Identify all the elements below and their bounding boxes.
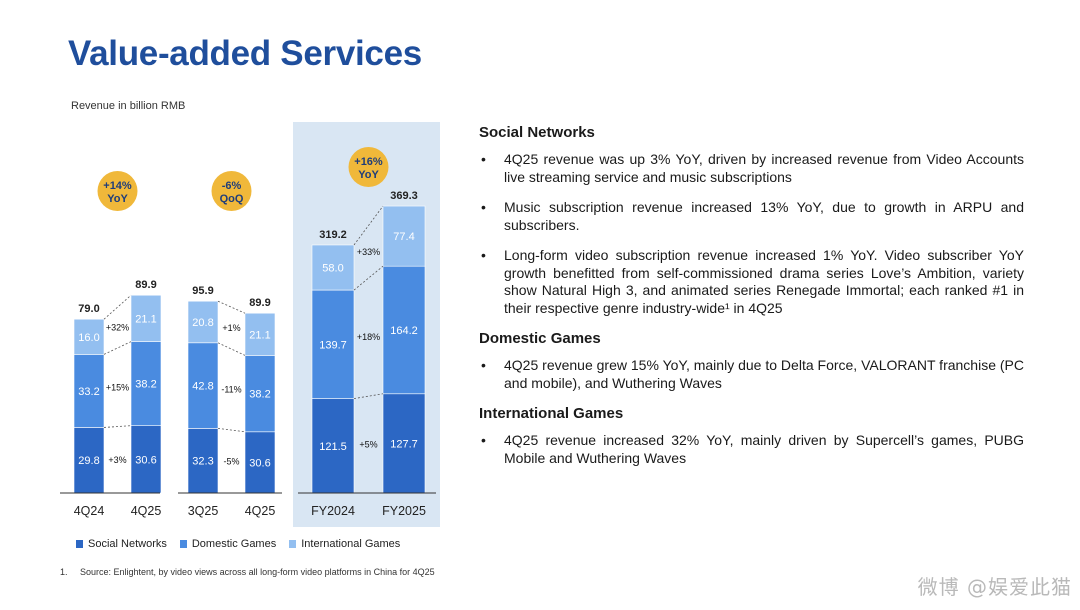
change-label: +15% <box>106 382 129 392</box>
change-label: +3% <box>108 455 126 465</box>
bullet-list-social-networks: 4Q25 revenue was up 3% YoY, driven by in… <box>479 151 1024 317</box>
change-label: -11% <box>221 385 241 395</box>
legend-label: Social Networks <box>88 538 167 550</box>
x-axis-tick-label: 3Q25 <box>188 504 219 518</box>
legend-swatch-international-games <box>289 540 297 548</box>
bar-segment-international-games <box>73 318 105 355</box>
bar-segment-international-games <box>382 205 426 267</box>
x-axis-tick-label: FY2024 <box>311 504 355 518</box>
bar-value-label: 29.8 <box>78 455 99 467</box>
bullet-list-international-games: 4Q25 revenue increased 32% YoY, mainly d… <box>479 432 1024 467</box>
connector-line <box>217 428 246 433</box>
x-axis-tick-label: 4Q25 <box>131 504 162 518</box>
section-title-social-networks: Social Networks <box>479 124 595 141</box>
bullet-item: Music subscription revenue increased 13%… <box>479 199 1024 234</box>
change-label: +33% <box>357 247 380 257</box>
bar-value-label: 30.6 <box>249 457 270 469</box>
x-axis-tick-label: 4Q25 <box>245 504 276 518</box>
revenue-chart: 29.8 33.2 16.0 79.0 4Q24 30.6 38.2 21.1 89.9 4Q25… <box>60 147 436 518</box>
change-label: +1% <box>222 323 240 333</box>
bar-value-label: 42.8 <box>192 381 213 393</box>
connector-line <box>217 300 246 314</box>
bar-value-label: 21.1 <box>135 313 156 325</box>
connector-line <box>353 265 384 291</box>
bar-segment-domestic-games <box>73 354 105 428</box>
growth-badge <box>211 171 252 211</box>
bar-segment-international-games <box>130 294 162 342</box>
bar-value-label: 38.2 <box>249 389 270 401</box>
bar-value-label: 38.2 <box>135 379 156 391</box>
bullet-item: 4Q25 revenue was up 3% YoY, driven by in… <box>479 151 1024 186</box>
growth-badge-value: -6% <box>222 180 242 192</box>
source-footnote: 1. Source: Enlightent, by video views acr… <box>60 567 435 577</box>
bar-segment-social-networks <box>244 431 276 494</box>
legend-swatch-domestic-games <box>179 540 187 548</box>
bar-segment-international-games <box>244 312 276 356</box>
bar-value-label: 20.8 <box>192 317 213 329</box>
bar-value-label: 16.0 <box>78 332 99 344</box>
commentary-panel: Social Networks 4Q25 revenue was up 3% Y… <box>479 124 1024 480</box>
x-axis-tick-label: 4Q24 <box>74 504 105 518</box>
connector-line <box>353 205 384 246</box>
legend-swatch-social-networks <box>76 540 83 548</box>
change-label: +5% <box>359 440 377 450</box>
bar-value-label: 127.7 <box>390 438 418 450</box>
bar-segment-international-games <box>187 300 219 344</box>
connector-line <box>217 342 246 356</box>
bar-total-label: 319.2 <box>319 229 347 241</box>
connector-line <box>103 294 132 320</box>
footnote-text: Source: Enlightent, by video views acros… <box>80 567 435 577</box>
chart-unit-label: Revenue in billion RMB <box>71 100 186 112</box>
bar-total-label: 369.3 <box>390 190 418 202</box>
bar-segment-international-games <box>311 244 355 291</box>
bullet-list-domestic-games: 4Q25 revenue grew 15% YoY, mainly due to… <box>479 357 1024 392</box>
bar-segment-domestic-games <box>244 355 276 433</box>
bullet-item: Long-form video subscription revenue inc… <box>479 247 1024 317</box>
bar-value-label: 139.7 <box>319 339 347 351</box>
legend-item-domestic-games: Domestic Games <box>179 538 277 550</box>
chart-legend: Social Networks Domestic Games Internati… <box>76 538 400 550</box>
bar-value-label: 30.6 <box>135 454 156 466</box>
bar-total-label: 95.9 <box>192 285 213 297</box>
bullet-item: 4Q25 revenue grew 15% YoY, mainly due to… <box>479 357 1024 392</box>
bar-value-label: 77.4 <box>393 231 414 243</box>
connector-line <box>103 341 132 355</box>
bar-value-label: 32.3 <box>192 456 213 468</box>
bar-value-label: 21.1 <box>249 329 270 341</box>
bar-segment-domestic-games <box>187 342 219 429</box>
watermark-text: 微博 @娱爱此猫 <box>917 575 1072 599</box>
section-title-domestic-games: Domestic Games <box>479 330 601 347</box>
change-label: +18% <box>357 332 380 342</box>
bar-value-label: 33.2 <box>78 386 99 398</box>
legend-item-social-networks: Social Networks <box>76 538 167 550</box>
growth-badge <box>97 171 138 211</box>
change-label: -5% <box>223 457 239 467</box>
growth-badge-unit: QoQ <box>220 193 244 205</box>
change-label: +32% <box>106 323 129 333</box>
growth-badge-value: +14% <box>103 180 132 192</box>
growth-badge-unit: YoY <box>107 193 128 205</box>
legend-label: Domestic Games <box>191 538 277 550</box>
bar-segment-social-networks <box>73 427 105 494</box>
bar-value-label: 164.2 <box>390 325 418 337</box>
bullet-item: 4Q25 revenue increased 32% YoY, mainly d… <box>479 432 1024 467</box>
bar-total-label: 89.9 <box>249 297 270 309</box>
growth-badge <box>348 147 389 187</box>
legend-item-international-games: International Games <box>289 538 400 550</box>
growth-badge-value: +16% <box>354 156 383 168</box>
bar-total-label: 79.0 <box>78 303 99 315</box>
connector-line <box>103 425 132 428</box>
bar-value-label: 121.5 <box>319 441 347 453</box>
legend-label: International Games <box>301 538 401 550</box>
x-axis-tick-label: FY2025 <box>382 504 426 518</box>
bar-value-label: 58.0 <box>322 263 343 275</box>
section-title-international-games: International Games <box>479 405 624 422</box>
growth-badge-unit: YoY <box>358 169 379 181</box>
bar-total-label: 89.9 <box>135 279 156 291</box>
page-title: Value-added Services <box>68 34 422 73</box>
footnote-number: 1. <box>60 567 68 577</box>
connector-line <box>353 393 384 399</box>
